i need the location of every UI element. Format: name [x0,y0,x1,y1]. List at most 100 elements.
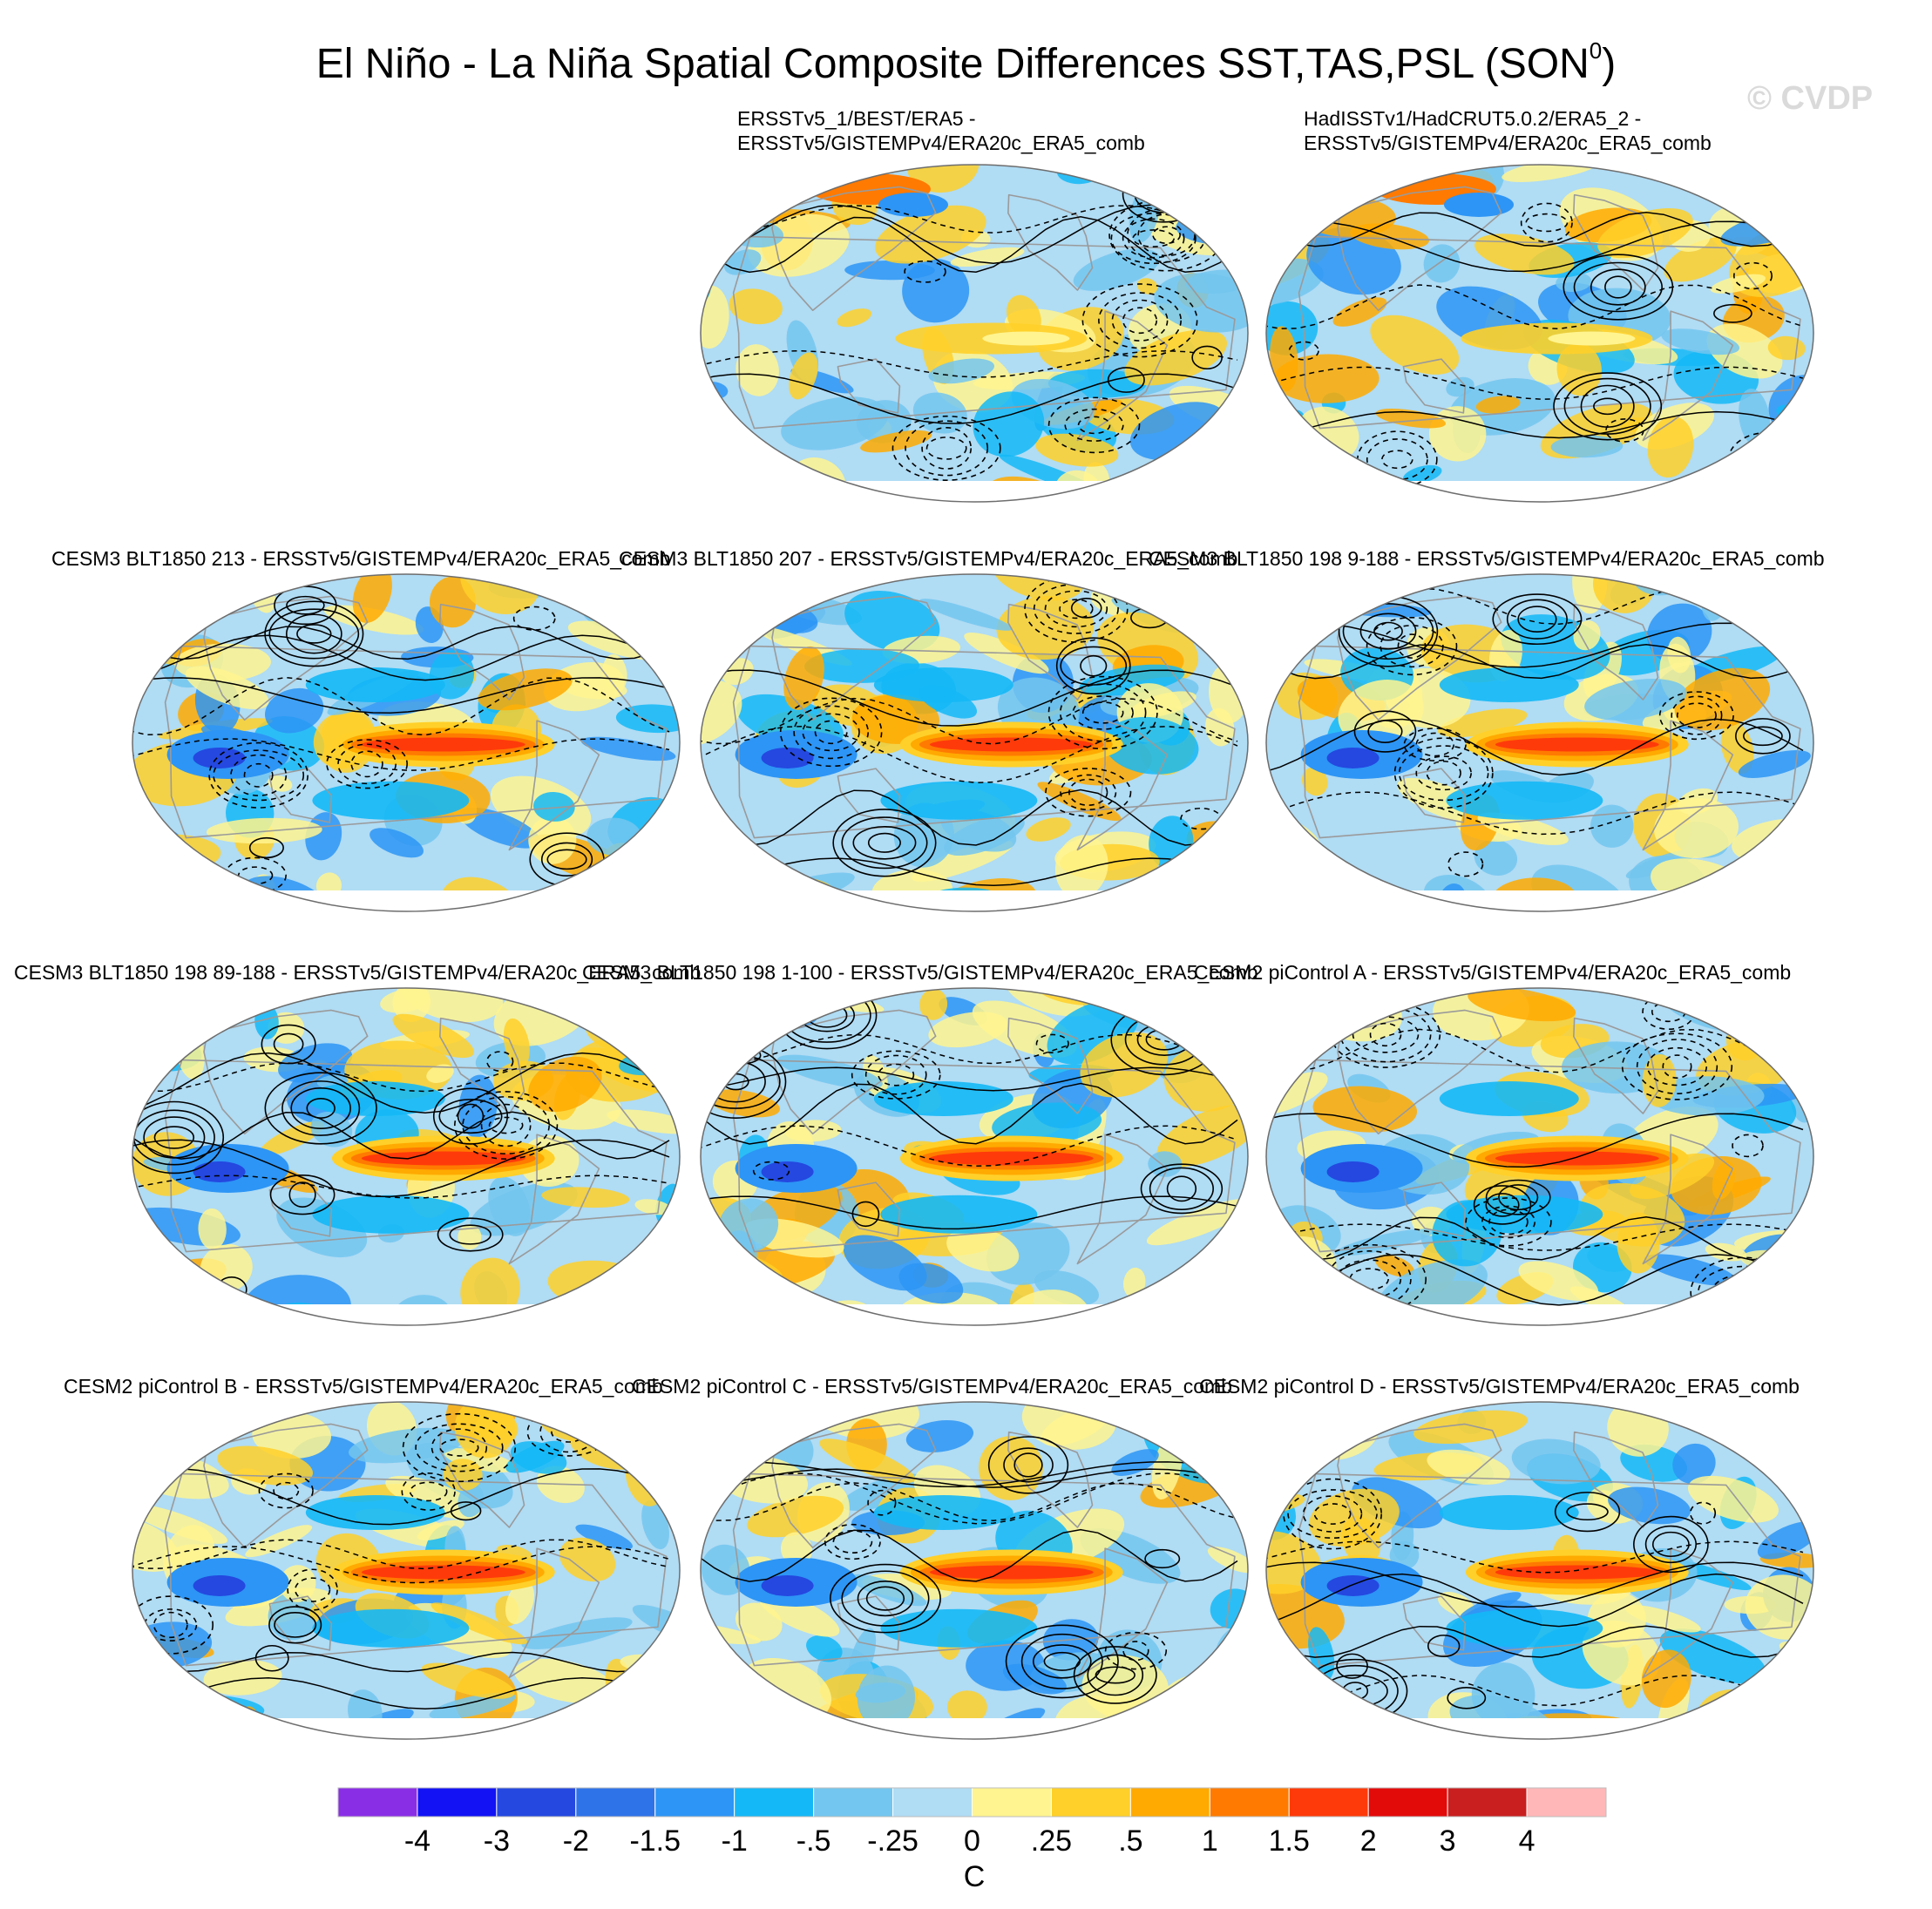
psl-contour-negative [1287,1489,1378,1539]
psl-contour-negative [243,762,274,788]
psl-contour-negative [402,1412,517,1483]
psl-contour-negative [1047,396,1141,454]
psl-contour-negative [878,1063,915,1087]
anomaly-patch [743,165,774,171]
panel-title: CESM2 piControl B - ERSSTv5/GISTEMPv4/ER… [64,1374,663,1398]
psl-contour-positive [1055,637,1131,695]
anomaly-patch [1179,199,1248,218]
anomaly-patch [1231,1448,1248,1512]
anomaly-patch [701,1457,716,1513]
colorbar-swatch [892,1787,973,1818]
map-border [700,164,1249,503]
colorbar-swatch [417,1787,498,1818]
panel-title: CESM2 piControl A - ERSSTv5/GISTEMPv4/ER… [1194,960,1791,985]
psl-contour-negative [867,1489,897,1516]
colorbar-tick-label: -1.5 [629,1824,681,1858]
psl-contour-positive [832,809,937,877]
anomaly-patch [398,988,504,1023]
psl-contour [701,373,1238,424]
cool-anomaly [193,747,246,768]
anomaly-patch [1475,396,1521,414]
colorbar-tick-label: 3 [1439,1824,1456,1858]
coastline [1402,1595,1467,1651]
panel-title-line: CESM3 BLT1850 198 1-100 - ERSSTv5/GISTEM… [582,961,1258,984]
psl-contour [701,349,1238,378]
anomaly-patch [1647,416,1694,478]
psl-contour-negative [904,260,946,283]
psl-contour-positive [852,825,917,860]
psl-contour-positive [438,1099,503,1134]
colorbar-swatch [1050,1787,1131,1818]
psl-contour-negative [1033,583,1119,634]
anomaly-patch [1073,248,1160,291]
anomaly-patch [1511,1439,1601,1485]
anomaly-patch [349,1427,464,1464]
coastline [1298,1059,1801,1253]
anomaly-patch [265,687,324,734]
cool-anomaly [1446,1608,1603,1648]
psl-contour-negative [1283,1478,1382,1550]
anomaly-patch [1375,408,1446,429]
anomaly-patch [784,1120,842,1142]
coastline [771,1423,937,1549]
psl-contour-negative [1690,1256,1797,1325]
map-border [1265,1401,1814,1740]
anomaly-patch [559,1537,616,1582]
psl-contour-positive [437,1217,504,1252]
el-nino-warm-tongue [929,1565,1094,1580]
psl-contour-positive [1013,1452,1043,1478]
map-border [1265,573,1814,912]
composite-map [697,161,1251,505]
psl-contour-positive [1498,1184,1539,1211]
cool-anomaly [193,1574,246,1596]
panel-title-line: CESM2 piControl A - ERSSTv5/GISTEMPv4/ER… [1194,961,1792,984]
anomaly-patch [1156,1104,1248,1168]
psl-contour [701,204,1238,264]
anomaly-patch [1689,166,1764,185]
anomaly-patch [1103,716,1199,775]
psl-contour-negative [415,1423,504,1472]
anomaly-patch [1266,870,1298,887]
psl-contour-negative [337,743,397,785]
cool-anomaly [305,667,445,703]
colorbar-tick-label: -4 [403,1824,431,1858]
psl-contour-positive [1742,726,1783,747]
psl-contour-negative [1689,1501,1717,1525]
anomaly-patch [1312,1086,1418,1133]
cool-anomaly [1439,1495,1579,1531]
psl-contour-negative [613,584,654,610]
psl-contour-negative [1426,760,1461,786]
anomaly-patch [837,308,872,328]
anomaly-patch [1301,767,1328,796]
psl-contour-negative [1488,1208,1529,1235]
psl-contour-positive [153,1126,195,1149]
psl-contour [701,725,1238,784]
anomaly-patch [1680,1298,1727,1325]
anomaly-patch [919,988,948,1020]
anomaly-patch [1375,1255,1414,1277]
anomaly-patch [1474,839,1518,877]
psl-contour [1266,1216,1804,1261]
anomaly-patch [380,989,429,1013]
psl-contour [132,1052,670,1114]
psl-contour-positive [1087,1654,1144,1696]
coastline [508,1547,600,1679]
psl-contour-positive [540,842,593,877]
anomaly-patch [1794,1714,1813,1739]
anomaly-patch [1266,1460,1286,1496]
anomaly-patch [905,1420,974,1452]
psl-contour [701,205,1238,234]
anomaly-patch [1642,1053,1677,1107]
coastline [508,1134,600,1265]
anomaly-patch [1266,166,1281,188]
coastline [1642,310,1734,442]
psl-contour [701,789,1238,846]
panel-title: CESM2 piControl C - ERSSTv5/GISTEMPv4/ER… [632,1374,1232,1398]
coastline [1573,193,1659,291]
psl-contour-negative [752,1161,790,1181]
map-border [132,987,681,1326]
colorbar-swatch [972,1787,1052,1818]
psl-contour [701,1472,1238,1525]
psl-contour-positive [268,608,360,660]
anomaly-patch [593,882,627,911]
